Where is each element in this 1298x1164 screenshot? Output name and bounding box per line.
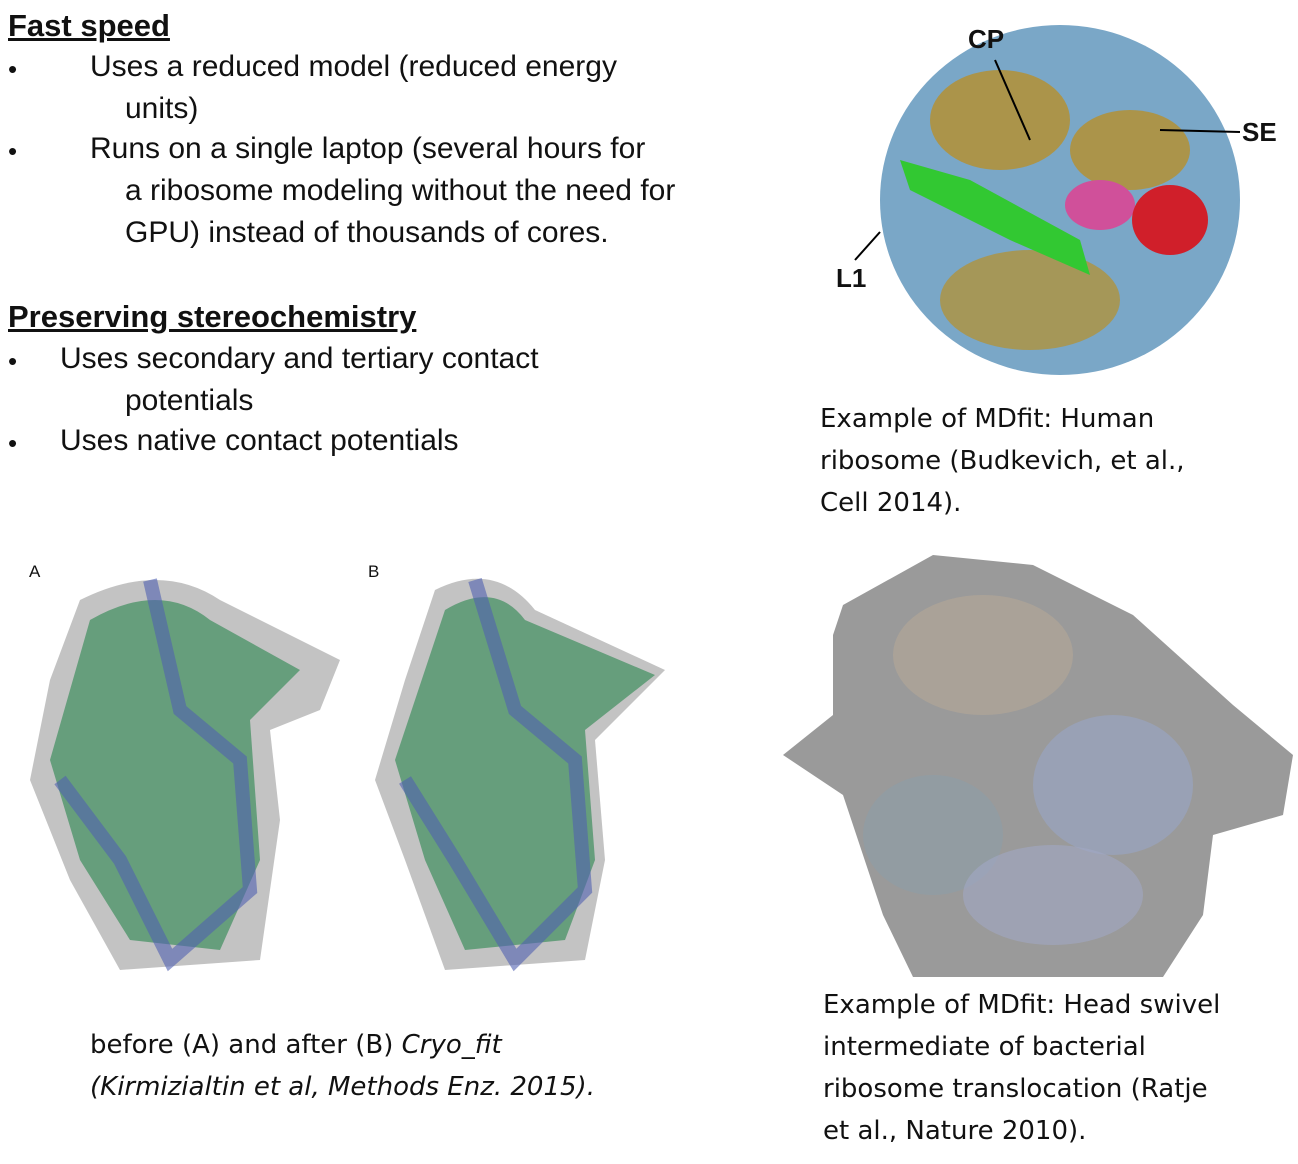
caption-cryo-fit: before (A) and after (B) Cryo_fit (Kirmi… [90, 1024, 595, 1108]
bullet-text: Uses native contact potentials [60, 424, 459, 457]
cryo-fit-after-image [375, 577, 665, 972]
caption-head-swivel: Example of MDfit: Head swivel intermedia… [823, 984, 1220, 1152]
head-swivel-ribosome-image [783, 555, 1293, 977]
heading-fast-speed: Fast speed [8, 8, 170, 43]
label-se: SE [1242, 117, 1277, 147]
panel-label-b: B [368, 562, 380, 581]
human-ribosome-image [854, 25, 1241, 375]
bullet-text: GPU) instead of thousands of cores. [125, 216, 609, 249]
bullet: • [8, 428, 18, 458]
caption-line: Example of MDfit: Head swivel [823, 990, 1221, 1020]
caption-line: Cell 2014). [820, 488, 962, 518]
caption-line: ribosome (Budkevich, et al., [820, 446, 1185, 476]
bullet: • [8, 346, 18, 376]
caption-line: (Kirmizialtin et al, Methods Enz. 2015). [90, 1066, 595, 1108]
caption-line: ribosome translocation (Ratje [823, 1074, 1208, 1104]
bullet: • [8, 136, 18, 166]
caption-line: before (A) and after (B) Cryo_fit [90, 1024, 595, 1066]
heading-stereochemistry: Preserving stereochemistry [8, 299, 417, 334]
bullet-text: potentials [125, 384, 254, 417]
caption-line: Example of MDfit: Human [820, 404, 1155, 434]
bullet-text: units) [125, 92, 199, 125]
panel-label-a: A [29, 562, 41, 581]
bullet-text: Runs on a single laptop (several hours f… [90, 132, 646, 165]
bullet: • [8, 54, 18, 84]
cryo-fit-before-image [30, 578, 340, 972]
caption-line: et al., Nature 2010). [823, 1116, 1087, 1146]
caption-line: intermediate of bacterial [823, 1032, 1146, 1062]
label-cp: CP [968, 24, 1005, 54]
caption-italic: (Kirmizialtin et al, Methods Enz. 2015). [90, 1072, 595, 1102]
caption-text: before (A) and after (B) [90, 1030, 402, 1060]
caption-italic: Cryo_fit [401, 1030, 502, 1060]
bullet-text: Uses a reduced model (reduced energy [90, 50, 617, 83]
bullet-text: Uses secondary and tertiary contact [60, 342, 539, 375]
caption-human-ribosome: Example of MDfit: Human ribosome (Budkev… [820, 398, 1185, 524]
bullet-text: a ribosome modeling without the need for [125, 174, 676, 207]
label-l1: L1 [836, 263, 867, 293]
